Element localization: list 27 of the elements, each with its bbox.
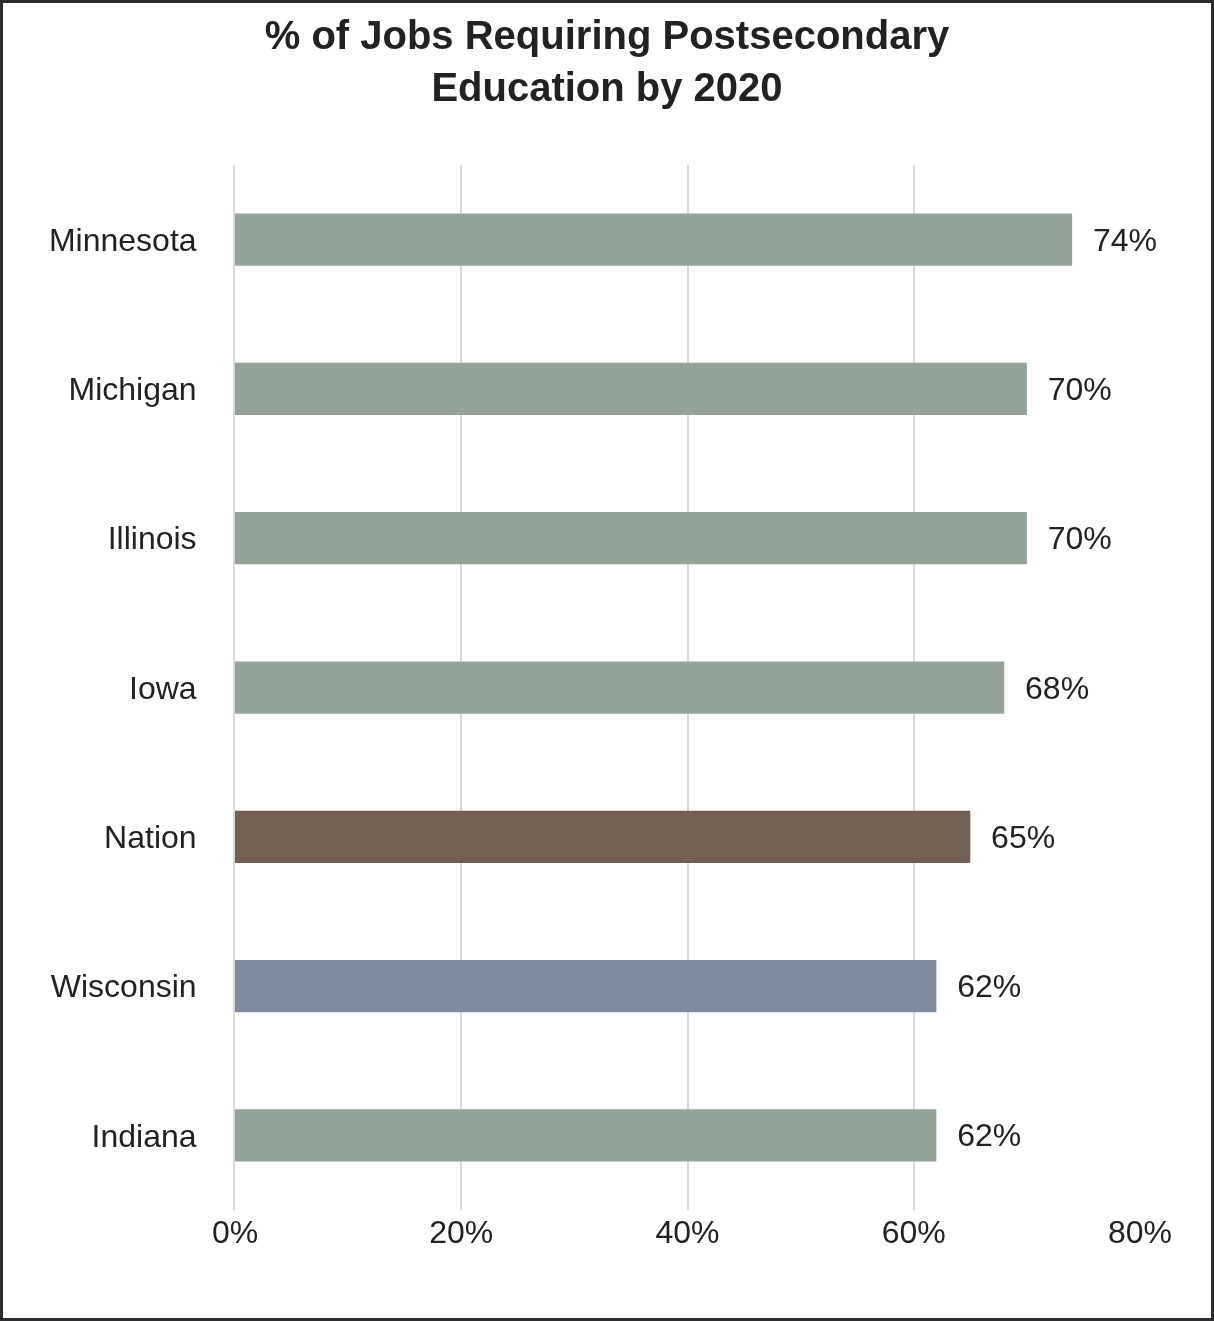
bar (235, 661, 1005, 714)
bar (235, 810, 971, 863)
bar (235, 959, 937, 1013)
y-tick-label: Indiana (91, 1117, 197, 1154)
data-label: 62% (939, 1117, 1022, 1154)
y-tick-label: Iowa (129, 669, 197, 706)
data-label: 65% (973, 818, 1056, 855)
bar (235, 1109, 937, 1162)
x-tick-label: 20% (429, 1214, 494, 1250)
data-label: 74% (1075, 221, 1157, 258)
data-label: 68% (1007, 669, 1090, 706)
chart-title: % of Jobs Requiring Postsecondary Education by 2020 (264, 13, 951, 110)
y-tick-label: Minnesota (48, 221, 197, 258)
x-tick-label: 0% (211, 1214, 259, 1250)
data-label: 70% (1029, 370, 1112, 407)
data-label: 70% (1029, 520, 1112, 557)
x-tick-label: 60% (881, 1214, 946, 1250)
data-label: 62% (939, 968, 1022, 1005)
y-tick-label: Wisconsin (50, 968, 197, 1005)
bar (235, 213, 1073, 266)
y-tick-label: Illinois (107, 520, 197, 557)
y-tick-label: Michigan (68, 371, 197, 408)
y-tick-label: Nation (104, 818, 197, 855)
x-tick-label: 40% (655, 1214, 720, 1250)
bar (235, 362, 1027, 416)
x-tick-label: 80% (1107, 1214, 1173, 1250)
bar (235, 512, 1027, 565)
